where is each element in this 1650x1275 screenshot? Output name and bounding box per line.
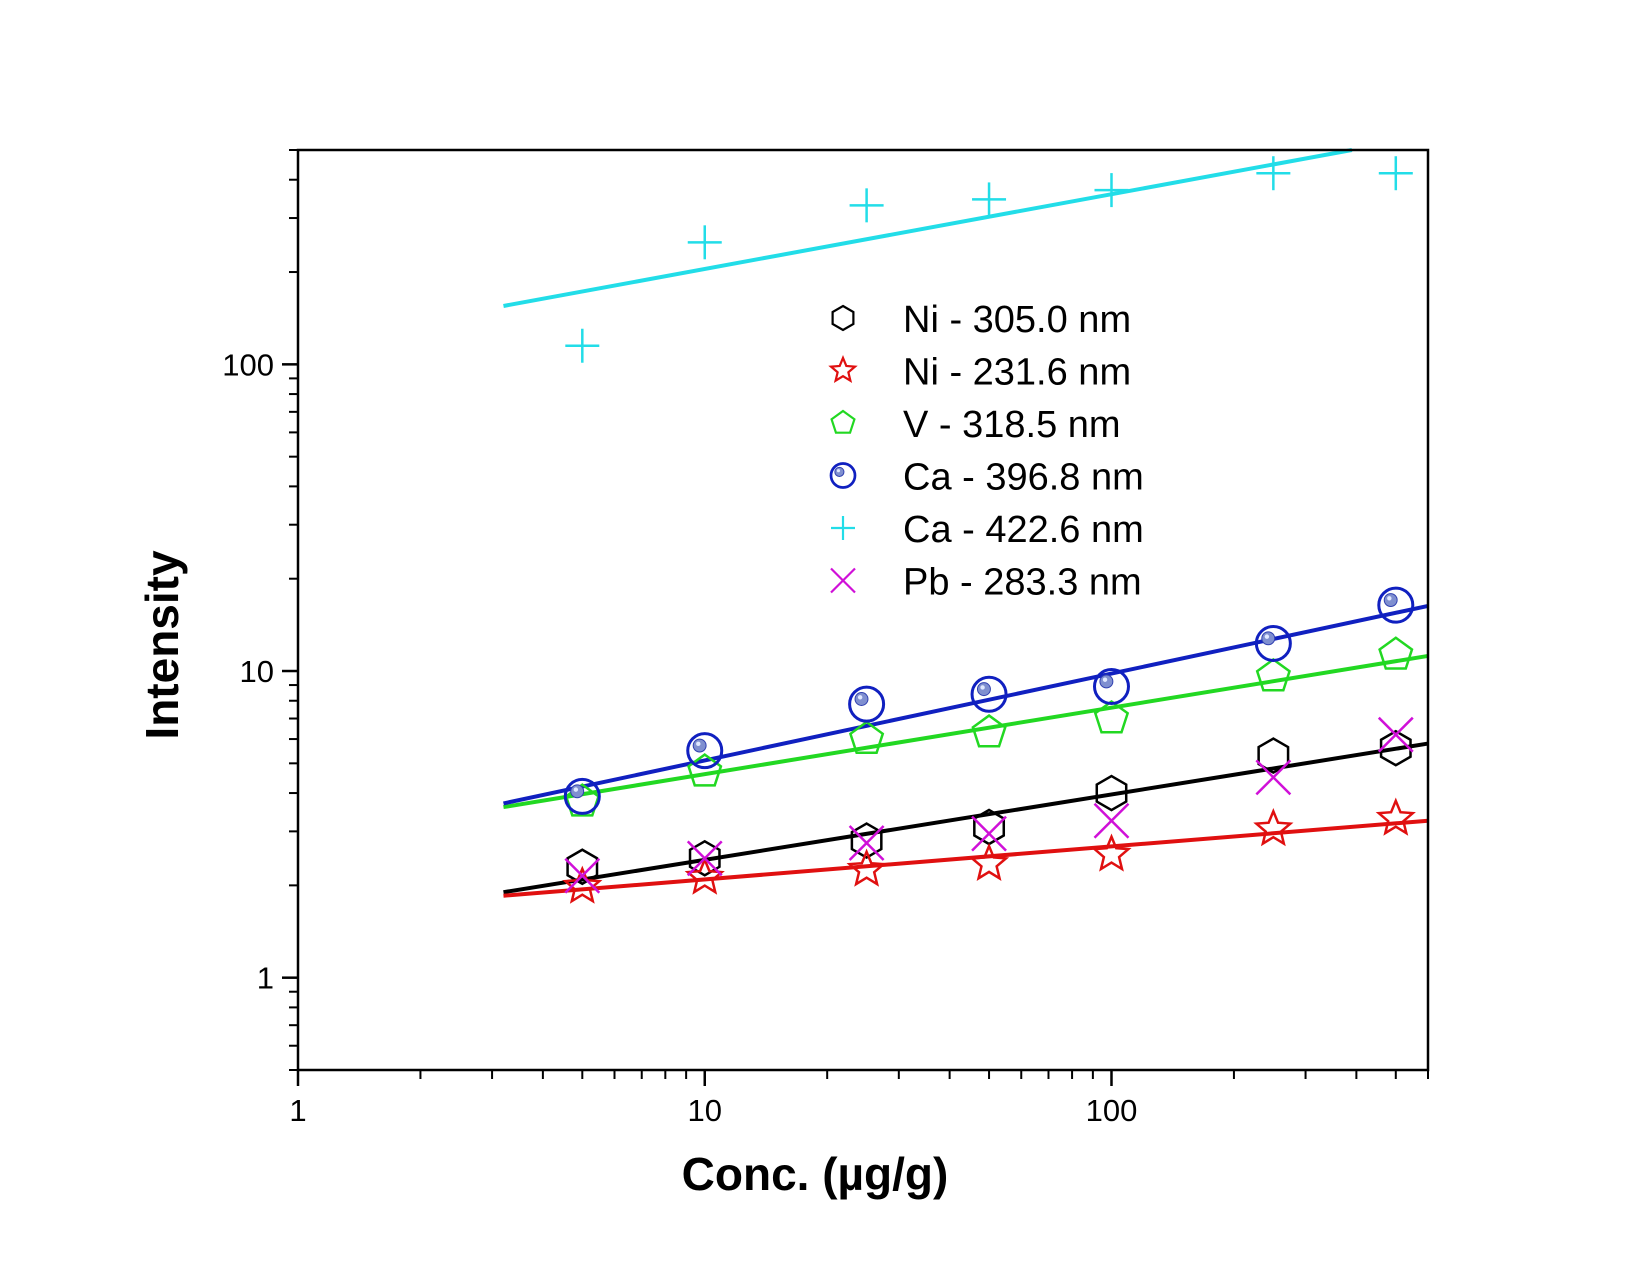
x-tick-label: 1 (289, 1093, 306, 1128)
x-axis-title: Conc. (µg/g) (682, 1148, 949, 1200)
point-series-3-3 (970, 675, 1008, 713)
point-series-0-6 (1379, 729, 1412, 767)
legend-label-2: V - 318.5 nm (903, 404, 1121, 446)
point-series-1-5 (1253, 808, 1294, 847)
tick-labels: 1 10 100 1 10 100 (222, 347, 1137, 1128)
point-series-2-1 (687, 753, 723, 787)
point-series-4-1 (687, 225, 722, 260)
legend-label-3: Ca - 396.8 nm (903, 457, 1144, 499)
point-series-4-3 (972, 182, 1007, 217)
major-ticks (282, 363, 1113, 1086)
data-points (562, 156, 1416, 904)
point-series-3-1 (686, 732, 724, 770)
point-series-0-0 (566, 848, 599, 886)
point-series-5-0 (564, 857, 601, 894)
point-series-3-2 (848, 685, 886, 723)
point-series-5-5 (1255, 759, 1292, 796)
point-series-0-1 (688, 839, 721, 877)
fit-lines (503, 148, 1429, 898)
point-series-0-2 (850, 822, 883, 859)
legend-marker-4 (831, 516, 855, 540)
legend-marker-5 (830, 567, 856, 594)
point-series-5-1 (686, 840, 723, 877)
plot-frame (296, 148, 1430, 1072)
point-series-3-5 (1254, 624, 1292, 662)
minor-ticks (289, 149, 1429, 1079)
point-series-4-2 (849, 188, 884, 223)
point-series-1-0 (562, 865, 603, 904)
y-tick-label: 1 (257, 961, 274, 996)
point-series-0-5 (1257, 737, 1290, 775)
fit-line-1 (503, 818, 1429, 898)
point-series-5-6 (1377, 716, 1414, 753)
legend-label-1: Ni - 231.6 nm (903, 352, 1131, 394)
point-series-1-6 (1375, 797, 1416, 836)
point-series-1-2 (846, 848, 887, 887)
point-series-2-6 (1378, 636, 1414, 670)
point-series-2-3 (971, 714, 1007, 748)
point-series-2-2 (848, 720, 885, 755)
point-series-2-4 (1093, 699, 1130, 734)
point-series-3-0 (563, 777, 601, 815)
legend-marker-0 (831, 304, 855, 332)
point-series-0-4 (1095, 774, 1128, 812)
y-tick-label: 10 (240, 654, 274, 689)
x-tick-label: 10 (688, 1093, 722, 1128)
point-series-1-4 (1091, 833, 1132, 872)
point-series-2-0 (564, 783, 600, 817)
fit-line-4 (503, 148, 1353, 308)
point-series-4-6 (1378, 156, 1413, 191)
legend-label-0: Ni - 305.0 nm (903, 299, 1131, 341)
legend-label-5: Pb - 283.3 nm (903, 562, 1142, 604)
point-series-1-3 (968, 842, 1010, 881)
point-series-5-2 (848, 825, 885, 861)
point-series-3-4 (1092, 668, 1130, 706)
legend-marker-2 (830, 409, 856, 434)
point-series-4-5 (1256, 156, 1291, 191)
point-series-2-5 (1255, 657, 1291, 692)
y-tick-label: 100 (222, 347, 274, 382)
legend: Ni - 305.0 nm Ni - 231.6 nm V - 318.5 nm Ca… (828, 299, 1144, 604)
point-series-5-4 (1093, 802, 1130, 839)
point-series-4-0 (565, 328, 600, 363)
legend-label-4: Ca - 422.6 nm (903, 509, 1144, 551)
x-tick-label: 100 (1086, 1093, 1138, 1128)
legend-marker-3 (829, 462, 857, 489)
fit-line-0 (503, 741, 1429, 895)
point-series-3-6 (1377, 586, 1415, 624)
fit-line-2 (503, 653, 1429, 810)
point-series-4-4 (1094, 173, 1129, 208)
y-axis-title: Intensity (136, 550, 188, 740)
legend-marker-1 (828, 355, 858, 384)
point-series-5-3 (971, 815, 1007, 852)
